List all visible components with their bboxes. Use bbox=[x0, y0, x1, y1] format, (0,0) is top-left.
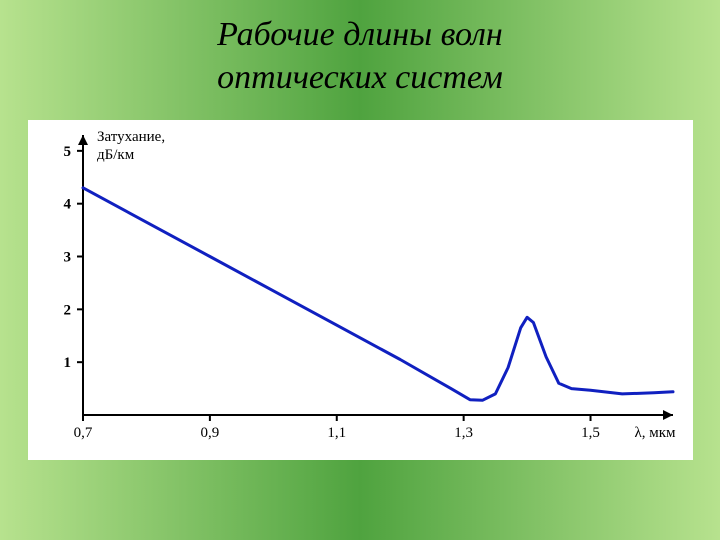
y-tick-label: 2 bbox=[64, 302, 72, 318]
x-tick-label: 0,7 bbox=[74, 425, 93, 441]
title-line-2: оптических систем bbox=[217, 59, 503, 96]
chart-panel: 0,7 0,9 1,1 1,3 1,5 λ, мкм 1 2 3 4 5 Затухание, дБ/к… bbox=[28, 120, 693, 460]
x-tick-label: 0,9 bbox=[201, 425, 220, 441]
y-axis-label-1: Затухание, bbox=[97, 129, 165, 145]
y-tick-label: 1 bbox=[64, 355, 72, 371]
attenuation-chart: 0,7 0,9 1,1 1,3 1,5 λ, мкм 1 2 3 4 5 Затухание, дБ/к… bbox=[28, 120, 693, 460]
x-tick-label: 1,5 bbox=[581, 425, 600, 441]
y-axis-arrow bbox=[78, 135, 88, 145]
x-axis-arrow bbox=[663, 410, 673, 420]
x-axis-label: λ, мкм bbox=[634, 425, 676, 441]
x-tick-label: 1,3 bbox=[454, 425, 473, 441]
y-tick-label: 5 bbox=[64, 144, 72, 160]
slide: Рабочие длины волн оптических систем 0,7… bbox=[0, 0, 720, 540]
x-tick-label: 1,1 bbox=[327, 425, 346, 441]
y-tick-label: 4 bbox=[64, 197, 72, 213]
page-title: Рабочие длины волн оптических систем bbox=[0, 14, 720, 99]
y-tick-label: 3 bbox=[64, 250, 72, 266]
y-axis-label-2: дБ/км bbox=[97, 147, 135, 163]
title-line-1: Рабочие длины волн bbox=[217, 16, 503, 53]
series-attenuation bbox=[83, 188, 673, 400]
